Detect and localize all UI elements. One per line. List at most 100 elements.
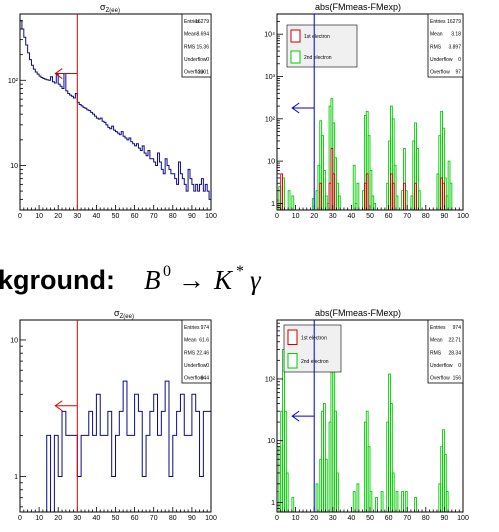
stats-value: 0 — [458, 363, 461, 369]
legend-entry: 2nd electron — [304, 55, 332, 61]
panel-title: σZ(ee) — [100, 2, 120, 14]
stats-label: Underflow — [184, 363, 207, 369]
stats-value: 974 — [453, 325, 462, 331]
x-tick-label: 0 — [18, 213, 22, 220]
y-tick-label: 10³ — [265, 74, 276, 81]
stats-value: 22.71 — [448, 338, 461, 344]
x-tick-label: 80 — [422, 213, 430, 220]
x-tick-label: 20 — [310, 213, 318, 220]
x-tick-label: 20 — [54, 515, 62, 522]
stats-value: 3.18 — [451, 32, 461, 38]
y-tick-label: 10 — [267, 159, 275, 166]
stats-value: 3.897 — [448, 44, 461, 50]
stats-value: 844 — [201, 375, 210, 381]
y-tick-label: 10² — [265, 376, 276, 383]
y-tick-label: 10 — [10, 163, 18, 170]
stats-frame — [181, 13, 212, 78]
panel-title-sub: Z(ee) — [120, 314, 134, 320]
panel-2: 0 10 20 30 40 50 60 70 80 90 10011010²10³10⁴abs(FM… — [264, 2, 469, 220]
stats-value: 97 — [455, 69, 461, 75]
stats-label: Mean — [184, 32, 197, 38]
y-tick-label: 10⁴ — [264, 32, 275, 39]
math-arrow: → — [178, 265, 205, 295]
legend-swatch — [290, 50, 301, 64]
histogram-series — [20, 380, 212, 513]
math-k: K — [213, 265, 234, 295]
y-tick-label: 10² — [265, 116, 276, 123]
panel-title-sub: Z(ee) — [106, 8, 120, 14]
x-tick-label: 10 — [292, 515, 300, 522]
cut-marker — [54, 14, 78, 210]
stats-label: Underflow — [430, 57, 453, 63]
x-tick-label: 80 — [422, 515, 430, 522]
stats-value: 0 — [206, 363, 209, 369]
y-tick-label: 1 — [271, 201, 275, 208]
cut-marker — [291, 320, 315, 512]
panel-title: abs(FMmeas-FMexp) — [315, 308, 401, 318]
stats-label: Entries — [184, 19, 200, 25]
x-tick-label: 30 — [329, 213, 337, 220]
stats-label: Overflow — [430, 69, 450, 75]
stats-label: Mean — [430, 338, 443, 344]
x-tick-label: 90 — [188, 515, 196, 522]
x-tick-label: 100 — [205, 515, 217, 522]
x-tick-label: 70 — [403, 515, 411, 522]
x-tick-label: 20 — [54, 213, 62, 220]
x-tick-label: 40 — [93, 515, 101, 522]
stats-label: Mean — [430, 32, 443, 38]
stats-label: Overflow — [184, 375, 204, 381]
stats-value: 156 — [453, 375, 462, 381]
x-tick-label: 50 — [112, 515, 120, 522]
x-tick-label: 40 — [348, 213, 356, 220]
section-heading-label: kground: — [0, 265, 115, 295]
cut-marker — [291, 14, 315, 210]
x-tick-label: 70 — [150, 213, 158, 220]
legend-entry: 1st electron — [304, 34, 330, 40]
stats-box: Entries 974 Mean 22.71 RMS 28.34 Underflow 0 Ove… — [427, 319, 464, 384]
x-tick-label: 100 — [457, 515, 469, 522]
x-tick-label: 40 — [93, 213, 101, 220]
stats-value: 16279 — [447, 19, 461, 25]
stats-value: 974 — [201, 325, 210, 331]
x-tick-label: 90 — [441, 213, 449, 220]
stats-label: RMS — [184, 350, 196, 356]
x-tick-label: 20 — [310, 515, 318, 522]
x-tick-label: 40 — [348, 515, 356, 522]
x-tick-label: 60 — [131, 515, 139, 522]
stats-label: Underflow — [184, 57, 207, 63]
x-tick-label: 30 — [73, 213, 81, 220]
stats-value: 61.6 — [199, 338, 209, 344]
y-tick-label: 1 — [14, 474, 18, 481]
legend: 1st electron 2nd electron — [286, 24, 358, 68]
stats-label: Entries — [430, 325, 446, 331]
x-tick-label: 50 — [366, 515, 374, 522]
x-tick-label: 60 — [385, 515, 393, 522]
x-tick-label: 70 — [403, 213, 411, 220]
cut-arrow-head — [291, 410, 300, 422]
stats-box: Entries 16279 Mean 3.18 RMS 3.897 Underflow 0 Ov… — [427, 13, 464, 78]
plot-area — [20, 320, 211, 512]
cut-arrow-head — [54, 400, 63, 412]
y-tick-label: 10 — [267, 438, 275, 445]
cut-marker — [54, 320, 78, 512]
x-tick-label: 50 — [112, 213, 120, 220]
stats-label: RMS — [430, 350, 442, 356]
x-tick-label: 80 — [169, 213, 177, 220]
x-tick-label: 90 — [188, 213, 196, 220]
stats-value: 0 — [206, 57, 209, 63]
x-tick-label: 10 — [35, 213, 43, 220]
panel-title: σZ(ee) — [114, 308, 134, 320]
stats-frame — [427, 319, 464, 384]
stats-label: Underflow — [430, 363, 453, 369]
stats-label: Mean — [184, 338, 197, 344]
legend-swatch — [287, 353, 298, 369]
stats-value: 22.46 — [196, 350, 209, 356]
x-tick-label: 10 — [292, 213, 300, 220]
x-tick-label: 70 — [150, 515, 158, 522]
stats-label: Entries — [184, 325, 200, 331]
x-tick-label: 0 — [275, 213, 279, 220]
stats-label: Overflow — [184, 69, 204, 75]
